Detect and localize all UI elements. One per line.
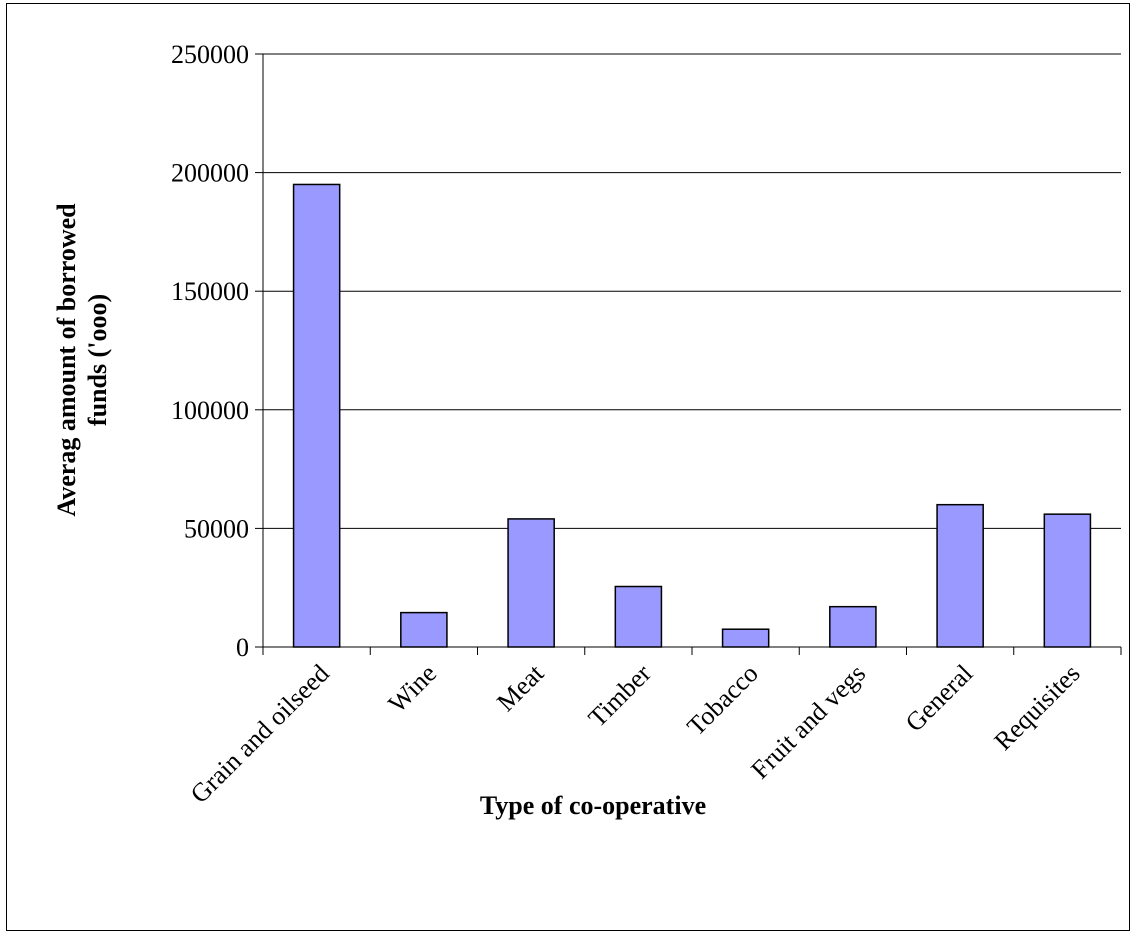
y-tick-label: 100000 bbox=[171, 396, 249, 425]
chart-frame: 0 50000 100000 150000 200000 250000 Grain and … bbox=[6, 3, 1130, 931]
x-tick-label: Tobacco bbox=[681, 659, 764, 742]
bar-chart: 0 50000 100000 150000 200000 250000 Grain and … bbox=[52, 40, 1122, 820]
bar-requisites bbox=[1043, 513, 1092, 648]
y-axis-title: Averag amount of borrowed funds ('ooo) bbox=[52, 203, 112, 517]
x-tick-label: Wine bbox=[383, 659, 443, 719]
y-tick-label: 0 bbox=[236, 633, 249, 662]
y-tick-label: 50000 bbox=[184, 514, 249, 543]
bar-fruit-and-vegs bbox=[829, 605, 877, 648]
y-tick-label: 200000 bbox=[171, 159, 249, 188]
x-tick-label: Requisites bbox=[989, 659, 1086, 756]
bar-tobacco bbox=[721, 628, 770, 648]
bar-meat bbox=[507, 518, 555, 648]
x-tick-label: Grain and oilseed bbox=[185, 659, 335, 809]
y-axis-title-line1: Averag amount of borrowed bbox=[52, 203, 81, 517]
x-axis-title: Type of co-operative bbox=[480, 791, 706, 820]
y-axis-title-line2: funds ('ooo) bbox=[83, 294, 112, 426]
x-tick-label: Timber bbox=[583, 659, 657, 733]
x-tick-label: Meat bbox=[491, 658, 550, 717]
axes bbox=[255, 53, 1122, 655]
gridlines bbox=[263, 53, 1121, 529]
bar-grain-and-oilseed bbox=[292, 183, 341, 648]
bars bbox=[292, 183, 1092, 648]
bar-timber bbox=[614, 585, 663, 648]
bar-wine bbox=[400, 611, 448, 648]
bar-general bbox=[936, 503, 984, 648]
x-tick-label: General bbox=[900, 659, 979, 738]
y-tick-label: 150000 bbox=[171, 277, 249, 306]
x-tick-label: Fruit and vegs bbox=[745, 659, 871, 785]
y-tick-label: 250000 bbox=[171, 40, 249, 69]
